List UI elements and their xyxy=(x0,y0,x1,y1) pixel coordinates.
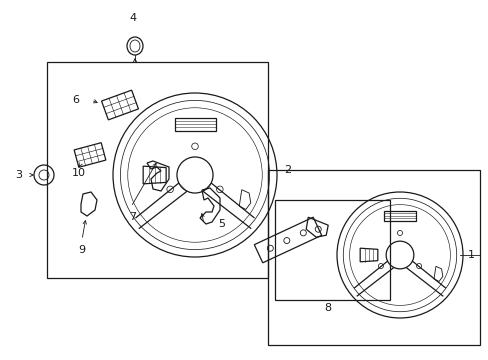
Text: 3: 3 xyxy=(15,170,22,180)
Text: 10: 10 xyxy=(72,168,86,178)
Bar xyxy=(274,200,389,300)
Bar xyxy=(267,170,479,345)
Text: 7: 7 xyxy=(129,212,136,222)
Bar xyxy=(47,62,267,278)
Bar xyxy=(174,118,215,131)
Text: 5: 5 xyxy=(218,219,224,229)
Text: 4: 4 xyxy=(129,13,136,23)
Text: 1: 1 xyxy=(467,250,474,260)
Text: 2: 2 xyxy=(284,165,290,175)
Text: 8: 8 xyxy=(324,303,331,313)
Text: 6: 6 xyxy=(72,95,79,105)
Bar xyxy=(384,211,415,221)
Text: 9: 9 xyxy=(78,245,85,255)
